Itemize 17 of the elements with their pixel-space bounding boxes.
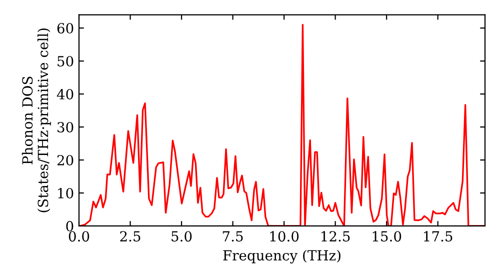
y-tick-label: 20 bbox=[57, 154, 74, 166]
x-tick-label: 17.5 bbox=[424, 231, 452, 242]
x-tick-label: 2.5 bbox=[120, 231, 140, 242]
x-tick-label: 15.0 bbox=[372, 231, 402, 242]
y-tick-label: 60 bbox=[57, 23, 74, 34]
y-axis-title: Phonon DOS (States/THz·primitive cell) bbox=[22, 28, 51, 212]
y-tick-label: 30 bbox=[58, 122, 74, 132]
x-tick-label: 7.5 bbox=[222, 231, 243, 242]
y-tick-label: 50 bbox=[58, 56, 74, 66]
y-tick-label: 40 bbox=[56, 88, 74, 100]
x-tick-label: 5.0 bbox=[172, 231, 192, 242]
x-tick-label: 0.0 bbox=[68, 231, 90, 242]
x-tick-label: 12.5 bbox=[322, 231, 350, 242]
x-axis-title: Frequency (THz) bbox=[223, 250, 340, 264]
y-tick-label: 10 bbox=[58, 188, 74, 198]
y-tick-label: 0 bbox=[66, 220, 74, 232]
x-tick-label: 10.0 bbox=[270, 231, 299, 242]
